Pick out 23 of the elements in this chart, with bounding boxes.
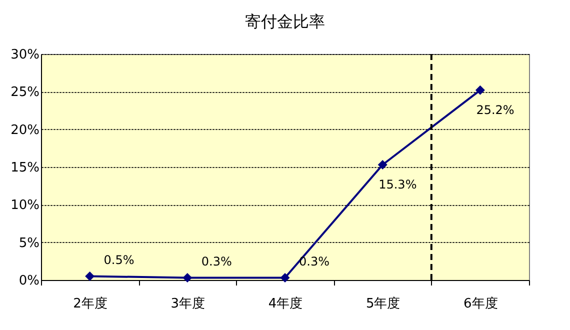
data-label: 25.2% [476, 103, 514, 118]
x-tick-label: 6年度 [464, 296, 498, 312]
point [280, 272, 290, 282]
data-label: 15.3% [378, 178, 417, 192]
x-tick-label: 4年度 [268, 296, 303, 312]
y-tick-label: 25% [10, 85, 40, 100]
x-tick-label: 2年度 [73, 296, 108, 312]
point [378, 160, 388, 170]
point [475, 85, 485, 95]
y-tick-label: 0% [18, 274, 40, 288]
x-tick-label: 3年度 [170, 296, 206, 312]
point [182, 272, 192, 282]
y-tick-label: 30% [10, 48, 40, 62]
data-label: 0.5% [104, 253, 134, 268]
y-tick-label: 20% [10, 122, 40, 138]
y-tick-label: 15% [10, 160, 40, 176]
data-label: 0.3% [299, 254, 330, 269]
x-tick-label: 5年度 [366, 296, 400, 312]
chart-title: 寄付金比率 [245, 12, 325, 31]
y-tick-label: 10% [10, 198, 40, 214]
point [85, 271, 95, 281]
data-label: 0.3% [201, 254, 232, 269]
y-tick-label: 5% [18, 236, 40, 251]
